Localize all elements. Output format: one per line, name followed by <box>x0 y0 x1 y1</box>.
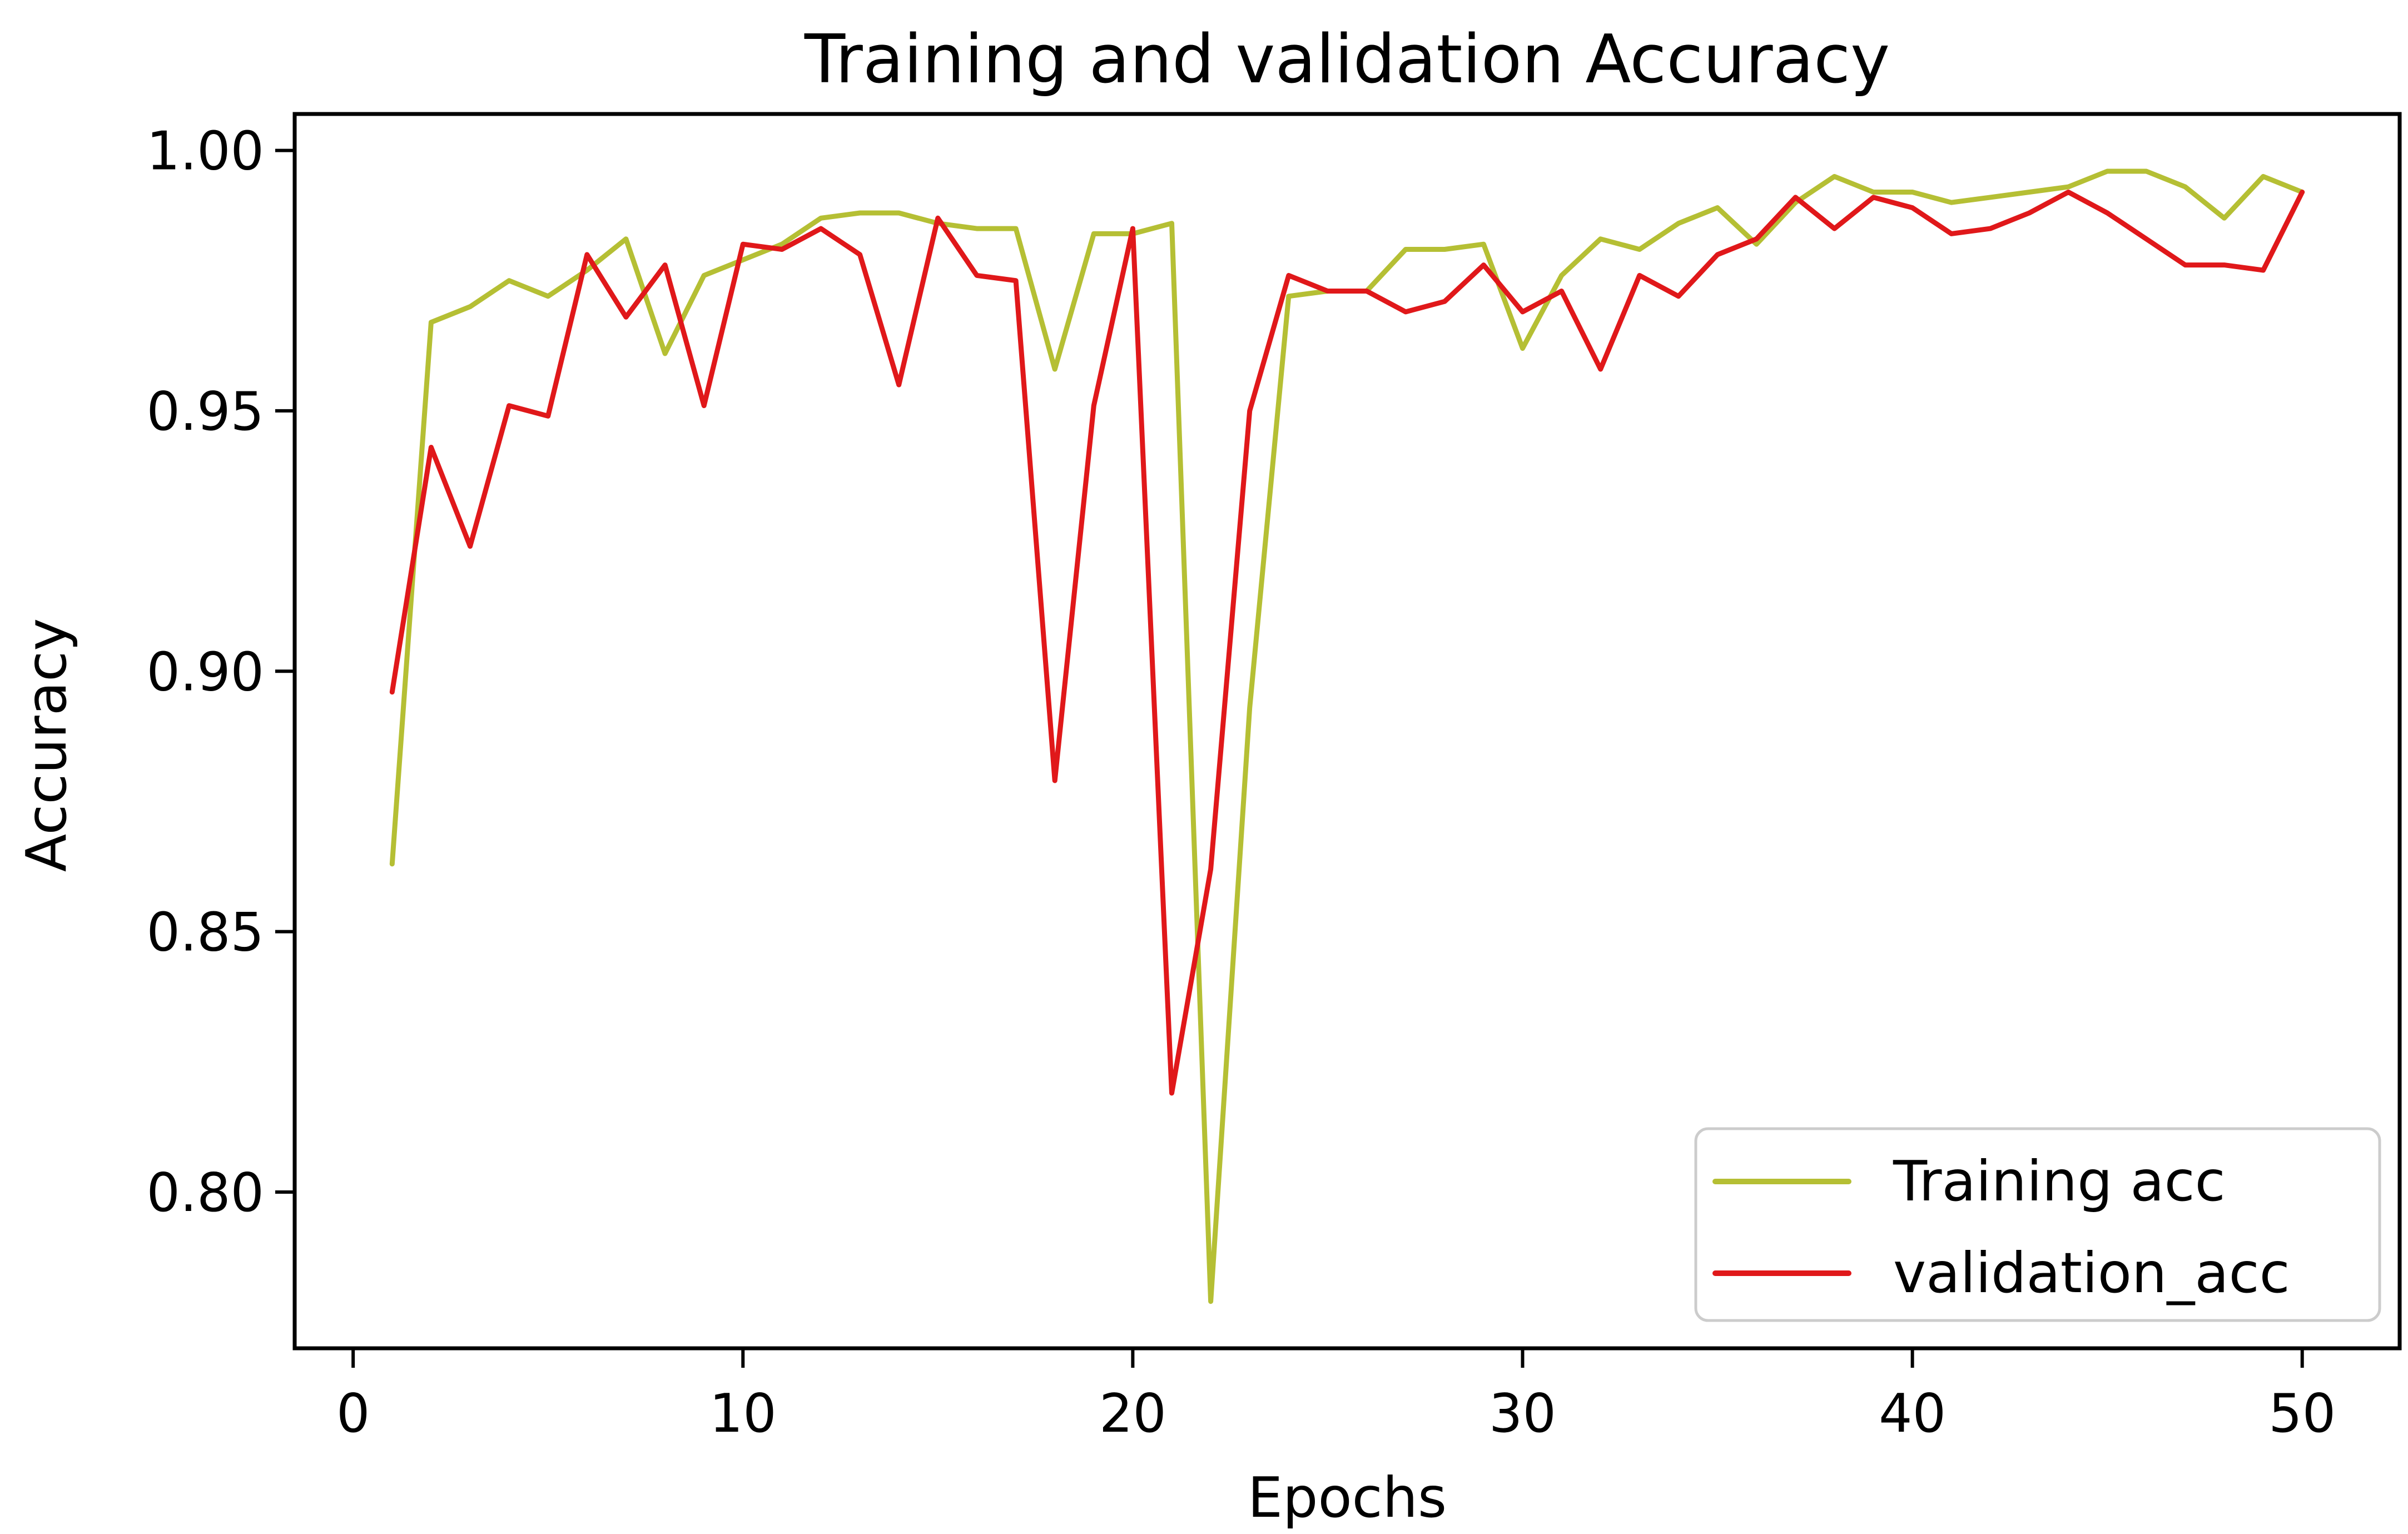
x-tick-label: 10 <box>709 1383 777 1444</box>
y-tick-label: 0.95 <box>146 381 264 443</box>
series-line-validation-acc <box>389 190 2305 1096</box>
x-axis-label: Epochs <box>1248 1465 1447 1530</box>
legend: Training acc validation_acc <box>1694 1127 2381 1322</box>
series-lines <box>389 168 2305 1304</box>
x-tick-label: 30 <box>1489 1383 1556 1444</box>
x-tick-label: 20 <box>1099 1383 1166 1444</box>
x-tick-label: 40 <box>1879 1383 1946 1444</box>
x-tick-label: 50 <box>2268 1383 2336 1444</box>
legend-label: validation_acc <box>1893 1240 2290 1305</box>
y-tick-label: 1.00 <box>146 121 264 182</box>
y-axis-label: Accuracy <box>14 618 79 872</box>
y-tick-label: 0.90 <box>146 642 264 703</box>
legend-label: Training acc <box>1893 1149 2226 1214</box>
y-tick-label: 0.85 <box>146 902 264 964</box>
y-axis-ticks: 0.80 0.85 0.90 0.95 1.00 <box>146 121 295 1224</box>
chart-title: Training and validation Accuracy <box>804 21 1890 98</box>
x-axis-ticks: 0 10 20 30 40 50 <box>336 1348 2336 1444</box>
legend-box <box>1694 1127 2381 1322</box>
x-tick-label: 0 <box>336 1383 370 1444</box>
plot-frame <box>292 112 2402 1351</box>
y-tick-label: 0.80 <box>146 1163 264 1224</box>
